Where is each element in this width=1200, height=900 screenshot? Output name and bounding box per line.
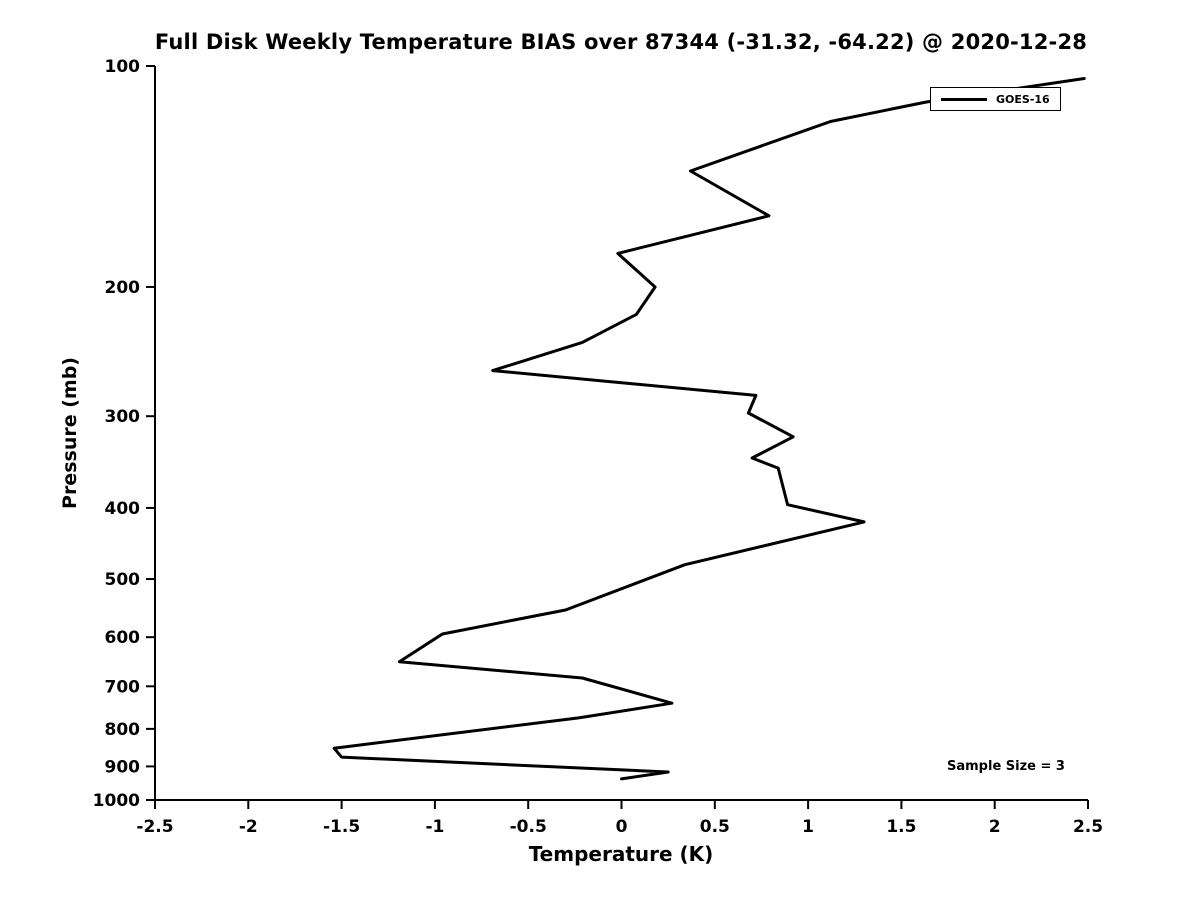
y-tick-label: 100 (105, 57, 141, 77)
y-tick-label: 1000 (93, 791, 140, 811)
sample-size-annotation: Sample Size = 3 (947, 759, 1065, 774)
y-tick-label: 600 (105, 628, 141, 648)
x-tick-label: -1.5 (323, 817, 360, 837)
legend-line-swatch (941, 97, 987, 101)
legend: GOES-16 (930, 87, 1061, 111)
y-tick-label: 300 (105, 407, 141, 427)
x-tick-label: 0 (616, 817, 628, 837)
x-tick-label: 0.5 (700, 817, 730, 837)
x-tick-label: 2 (989, 817, 1001, 837)
x-tick-label: -2.5 (136, 817, 173, 837)
y-tick-label: 700 (105, 677, 141, 697)
y-tick-label: 800 (105, 720, 141, 740)
x-tick-label: -1 (425, 817, 444, 837)
chart-title: Full Disk Weekly Temperature BIAS over 8… (154, 30, 1088, 54)
x-tick-label: -0.5 (510, 817, 547, 837)
x-tick-label: -2 (239, 817, 258, 837)
goes-16-bias-line (332, 77, 1086, 781)
x-tick-label: 1.5 (886, 817, 916, 837)
x-tick-label: 1 (802, 817, 814, 837)
x-tick-label: 2.5 (1073, 817, 1103, 837)
y-tick-label: 500 (105, 570, 141, 590)
legend-label: GOES-16 (996, 92, 1050, 106)
y-tick-label: 900 (105, 757, 141, 777)
x-axis-label: Temperature (K) (528, 842, 714, 866)
y-tick-label: 400 (105, 499, 141, 519)
y-tick-label: 200 (105, 278, 141, 298)
y-axis-label: Pressure (mb) (59, 357, 81, 509)
